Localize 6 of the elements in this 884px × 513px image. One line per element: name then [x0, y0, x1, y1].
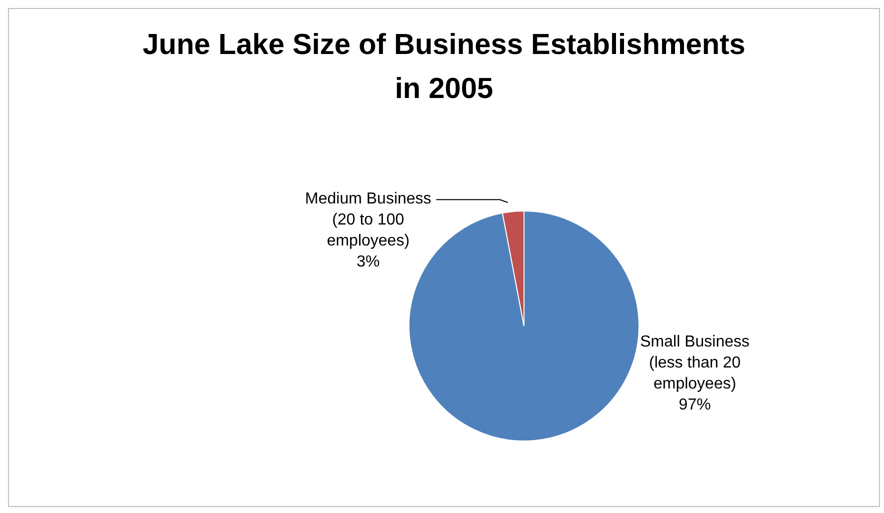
data-label: 3% — [356, 254, 380, 271]
slice-label: Small Business (less than 20 employees) — [640, 334, 750, 393]
chart-title: June Lake Size of Business Establishments in 2005 — [142, 28, 746, 107]
pie-slice — [408, 210, 640, 442]
slice-label: Medium Business (20 to 100 employees) — [305, 190, 432, 250]
data-label: 97% — [678, 396, 711, 414]
